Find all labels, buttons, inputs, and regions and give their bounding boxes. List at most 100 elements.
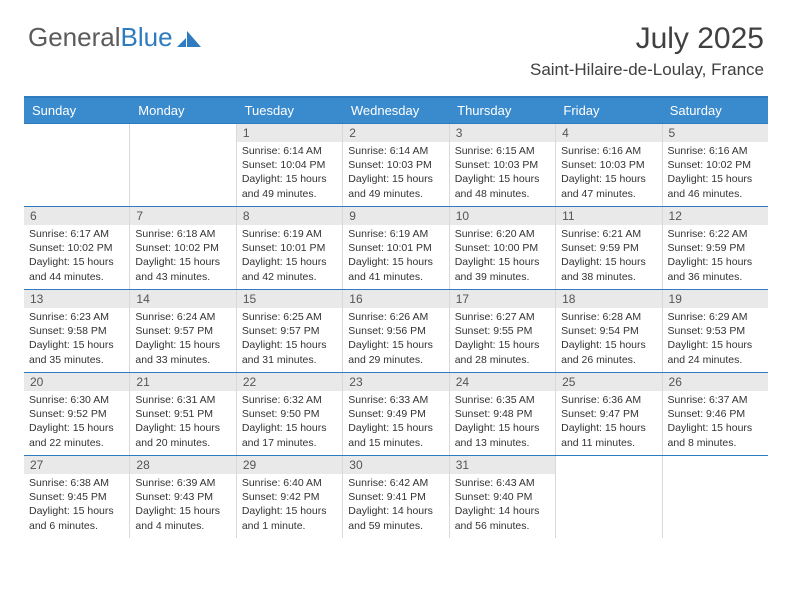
day-text: Sunrise: 6:20 AMSunset: 10:00 PMDaylight… <box>450 225 555 288</box>
day-cell: 15Sunrise: 6:25 AMSunset: 9:57 PMDayligh… <box>237 290 343 372</box>
day-number: 24 <box>450 373 555 391</box>
day-cell: 9Sunrise: 6:19 AMSunset: 10:01 PMDayligh… <box>343 207 449 289</box>
day-text: Sunrise: 6:24 AMSunset: 9:57 PMDaylight:… <box>130 308 235 371</box>
day-text: Sunrise: 6:15 AMSunset: 10:03 PMDaylight… <box>450 142 555 205</box>
day-cell: 12Sunrise: 6:22 AMSunset: 9:59 PMDayligh… <box>663 207 768 289</box>
day-text: Sunrise: 6:36 AMSunset: 9:47 PMDaylight:… <box>556 391 661 454</box>
day-text: Sunrise: 6:26 AMSunset: 9:56 PMDaylight:… <box>343 308 448 371</box>
day-cell: 24Sunrise: 6:35 AMSunset: 9:48 PMDayligh… <box>450 373 556 455</box>
day-cell: 14Sunrise: 6:24 AMSunset: 9:57 PMDayligh… <box>130 290 236 372</box>
day-cell: 16Sunrise: 6:26 AMSunset: 9:56 PMDayligh… <box>343 290 449 372</box>
day-text: Sunrise: 6:37 AMSunset: 9:46 PMDaylight:… <box>663 391 768 454</box>
day-text: Sunrise: 6:16 AMSunset: 10:03 PMDaylight… <box>556 142 661 205</box>
day-text: Sunrise: 6:22 AMSunset: 9:59 PMDaylight:… <box>663 225 768 288</box>
day-number: 11 <box>556 207 661 225</box>
day-cell <box>556 456 662 538</box>
day-text: Sunrise: 6:29 AMSunset: 9:53 PMDaylight:… <box>663 308 768 371</box>
day-text: Sunrise: 6:19 AMSunset: 10:01 PMDaylight… <box>343 225 448 288</box>
day-cell: 2Sunrise: 6:14 AMSunset: 10:03 PMDayligh… <box>343 124 449 206</box>
day-text: Sunrise: 6:21 AMSunset: 9:59 PMDaylight:… <box>556 225 661 288</box>
location: Saint-Hilaire-de-Loulay, France <box>530 60 764 80</box>
day-number: 10 <box>450 207 555 225</box>
day-cell: 26Sunrise: 6:37 AMSunset: 9:46 PMDayligh… <box>663 373 768 455</box>
day-number: 9 <box>343 207 448 225</box>
week-row: 27Sunrise: 6:38 AMSunset: 9:45 PMDayligh… <box>24 455 768 538</box>
day-number: 2 <box>343 124 448 142</box>
dow-header: Tuesday <box>237 98 343 123</box>
day-text: Sunrise: 6:40 AMSunset: 9:42 PMDaylight:… <box>237 474 342 537</box>
day-cell: 28Sunrise: 6:39 AMSunset: 9:43 PMDayligh… <box>130 456 236 538</box>
day-number: 17 <box>450 290 555 308</box>
dow-header: Thursday <box>449 98 555 123</box>
day-cell: 10Sunrise: 6:20 AMSunset: 10:00 PMDaylig… <box>450 207 556 289</box>
day-text: Sunrise: 6:16 AMSunset: 10:02 PMDaylight… <box>663 142 768 205</box>
day-text: Sunrise: 6:32 AMSunset: 9:50 PMDaylight:… <box>237 391 342 454</box>
day-cell: 6Sunrise: 6:17 AMSunset: 10:02 PMDayligh… <box>24 207 130 289</box>
month-title: July 2025 <box>530 22 764 56</box>
day-number: 28 <box>130 456 235 474</box>
day-text: Sunrise: 6:27 AMSunset: 9:55 PMDaylight:… <box>450 308 555 371</box>
day-cell: 8Sunrise: 6:19 AMSunset: 10:01 PMDayligh… <box>237 207 343 289</box>
day-text: Sunrise: 6:18 AMSunset: 10:02 PMDaylight… <box>130 225 235 288</box>
logo-part1: General <box>28 22 121 53</box>
day-cell: 13Sunrise: 6:23 AMSunset: 9:58 PMDayligh… <box>24 290 130 372</box>
day-cell: 29Sunrise: 6:40 AMSunset: 9:42 PMDayligh… <box>237 456 343 538</box>
day-cell: 30Sunrise: 6:42 AMSunset: 9:41 PMDayligh… <box>343 456 449 538</box>
dow-row: SundayMondayTuesdayWednesdayThursdayFrid… <box>24 98 768 123</box>
title-block: July 2025 Saint-Hilaire-de-Loulay, Franc… <box>530 22 764 80</box>
day-number: 18 <box>556 290 661 308</box>
day-cell: 1Sunrise: 6:14 AMSunset: 10:04 PMDayligh… <box>237 124 343 206</box>
day-number: 29 <box>237 456 342 474</box>
dow-header: Saturday <box>662 98 768 123</box>
day-cell: 20Sunrise: 6:30 AMSunset: 9:52 PMDayligh… <box>24 373 130 455</box>
week-row: 13Sunrise: 6:23 AMSunset: 9:58 PMDayligh… <box>24 289 768 372</box>
day-number: 14 <box>130 290 235 308</box>
day-text: Sunrise: 6:39 AMSunset: 9:43 PMDaylight:… <box>130 474 235 537</box>
day-cell: 7Sunrise: 6:18 AMSunset: 10:02 PMDayligh… <box>130 207 236 289</box>
day-text: Sunrise: 6:28 AMSunset: 9:54 PMDaylight:… <box>556 308 661 371</box>
day-cell: 17Sunrise: 6:27 AMSunset: 9:55 PMDayligh… <box>450 290 556 372</box>
logo: GeneralBlue <box>28 22 203 53</box>
day-number: 21 <box>130 373 235 391</box>
day-cell: 22Sunrise: 6:32 AMSunset: 9:50 PMDayligh… <box>237 373 343 455</box>
day-cell <box>663 456 768 538</box>
day-number: 20 <box>24 373 129 391</box>
dow-header: Monday <box>130 98 236 123</box>
day-text: Sunrise: 6:19 AMSunset: 10:01 PMDaylight… <box>237 225 342 288</box>
day-text: Sunrise: 6:23 AMSunset: 9:58 PMDaylight:… <box>24 308 129 371</box>
logo-icon <box>177 29 203 49</box>
day-number: 22 <box>237 373 342 391</box>
day-cell: 25Sunrise: 6:36 AMSunset: 9:47 PMDayligh… <box>556 373 662 455</box>
day-number: 26 <box>663 373 768 391</box>
day-cell: 19Sunrise: 6:29 AMSunset: 9:53 PMDayligh… <box>663 290 768 372</box>
day-text: Sunrise: 6:33 AMSunset: 9:49 PMDaylight:… <box>343 391 448 454</box>
day-cell: 4Sunrise: 6:16 AMSunset: 10:03 PMDayligh… <box>556 124 662 206</box>
day-text: Sunrise: 6:17 AMSunset: 10:02 PMDaylight… <box>24 225 129 288</box>
day-number: 6 <box>24 207 129 225</box>
day-number: 8 <box>237 207 342 225</box>
header: GeneralBlue July 2025 Saint-Hilaire-de-L… <box>0 0 792 88</box>
day-number: 1 <box>237 124 342 142</box>
dow-header: Sunday <box>24 98 130 123</box>
day-number: 27 <box>24 456 129 474</box>
day-text: Sunrise: 6:30 AMSunset: 9:52 PMDaylight:… <box>24 391 129 454</box>
calendar: SundayMondayTuesdayWednesdayThursdayFrid… <box>24 96 768 538</box>
day-text: Sunrise: 6:14 AMSunset: 10:03 PMDaylight… <box>343 142 448 205</box>
day-number: 3 <box>450 124 555 142</box>
day-cell: 27Sunrise: 6:38 AMSunset: 9:45 PMDayligh… <box>24 456 130 538</box>
logo-part2: Blue <box>121 22 173 53</box>
day-text: Sunrise: 6:25 AMSunset: 9:57 PMDaylight:… <box>237 308 342 371</box>
day-cell <box>130 124 236 206</box>
day-number: 30 <box>343 456 448 474</box>
day-cell: 18Sunrise: 6:28 AMSunset: 9:54 PMDayligh… <box>556 290 662 372</box>
day-number: 7 <box>130 207 235 225</box>
weeks: 1Sunrise: 6:14 AMSunset: 10:04 PMDayligh… <box>24 123 768 538</box>
day-text: Sunrise: 6:38 AMSunset: 9:45 PMDaylight:… <box>24 474 129 537</box>
day-number: 16 <box>343 290 448 308</box>
week-row: 1Sunrise: 6:14 AMSunset: 10:04 PMDayligh… <box>24 123 768 206</box>
day-cell: 31Sunrise: 6:43 AMSunset: 9:40 PMDayligh… <box>450 456 556 538</box>
day-number: 31 <box>450 456 555 474</box>
day-number: 13 <box>24 290 129 308</box>
day-cell <box>24 124 130 206</box>
dow-header: Wednesday <box>343 98 449 123</box>
